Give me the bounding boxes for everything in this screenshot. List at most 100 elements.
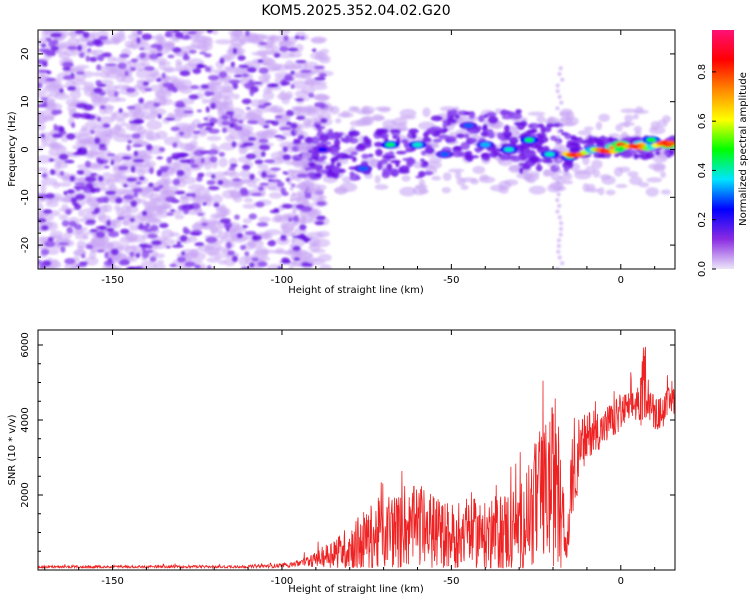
noise-blob — [44, 240, 56, 248]
streak-blob — [555, 89, 560, 94]
noise-blob — [113, 134, 131, 143]
signal-blob — [486, 111, 497, 118]
noise-blob — [58, 153, 69, 161]
snr-y-tick-label: 4000 — [20, 407, 31, 432]
colorbar-label: Normalized spectral amplitude — [738, 72, 749, 226]
noise-blob — [85, 55, 90, 62]
signal-halo — [333, 187, 347, 194]
noise-blob — [175, 104, 186, 108]
noise-blob — [244, 30, 250, 37]
signal-halo — [399, 108, 417, 118]
signal-halo — [431, 175, 442, 181]
noise-blob — [197, 213, 205, 217]
noise-blob — [224, 169, 237, 176]
noise-blob — [229, 163, 238, 168]
signal-halo — [648, 126, 666, 135]
noise-blob — [76, 71, 85, 75]
noise-blob — [206, 30, 214, 34]
noise-blob — [172, 178, 181, 186]
noise-blob — [117, 62, 127, 70]
noise-blob — [257, 261, 268, 267]
noise-blob — [288, 51, 302, 58]
noise-blob — [136, 36, 141, 44]
signal-blob — [513, 121, 523, 126]
noise-blob — [206, 265, 212, 269]
signal-blob — [420, 150, 427, 156]
noise-blob — [86, 41, 96, 47]
signal-blob — [456, 133, 465, 139]
noise-blob — [227, 250, 235, 256]
signal-blob — [540, 126, 547, 134]
noise-blob — [38, 154, 53, 164]
noise-blob — [146, 216, 158, 223]
noise-blob — [179, 70, 191, 77]
signal-halo — [646, 177, 663, 183]
noise-blob — [156, 33, 165, 43]
noise-blob — [262, 90, 275, 101]
noise-blob — [57, 242, 69, 246]
streak-blob — [559, 123, 564, 128]
noise-blob — [133, 150, 139, 157]
noise-blob — [264, 229, 282, 236]
noise-blob — [316, 80, 327, 86]
noise-blob — [257, 163, 269, 170]
noise-blob — [244, 230, 257, 236]
signal-halo — [547, 183, 562, 193]
signal-blob — [304, 136, 314, 144]
noise-blob — [201, 222, 208, 227]
noise-blob — [97, 116, 115, 125]
noise-blob — [60, 246, 66, 253]
noise-blob — [283, 35, 289, 42]
noise-blob — [263, 159, 276, 164]
noise-blob — [140, 260, 158, 269]
signal-blob — [544, 127, 551, 132]
noise-blob — [257, 59, 264, 63]
noise-blob — [150, 43, 162, 49]
noise-blob — [90, 129, 95, 135]
signal-blob — [574, 143, 581, 150]
streak-blob — [559, 226, 564, 231]
noise-blob — [234, 214, 240, 220]
noise-blob — [295, 31, 306, 36]
noise-blob — [314, 221, 325, 226]
noise-blob — [58, 214, 69, 221]
noise-blob — [62, 66, 71, 71]
noise-blob — [148, 53, 159, 60]
noise-blob — [47, 236, 54, 242]
signal-halo — [313, 116, 321, 125]
noise-blob — [103, 38, 120, 45]
noise-blob — [176, 169, 185, 177]
noise-blob — [74, 30, 85, 35]
signal-blob — [480, 131, 490, 137]
noise-blob — [95, 231, 106, 238]
noise-blob — [185, 143, 194, 152]
signal-halo — [412, 186, 428, 196]
noise-blob — [130, 200, 138, 208]
noise-blob — [217, 179, 224, 186]
noise-blob — [204, 160, 212, 170]
noise-blob — [295, 98, 304, 102]
noise-blob — [40, 177, 58, 186]
signal-blob — [510, 155, 522, 162]
noise-blob — [171, 244, 184, 248]
signal-halo — [305, 104, 316, 114]
noise-blob — [153, 263, 166, 269]
signal-blob — [406, 157, 416, 165]
noise-blob — [161, 72, 166, 79]
noise-blob — [95, 79, 102, 86]
noise-blob — [126, 144, 131, 151]
noise-blob — [54, 161, 62, 171]
noise-blob — [40, 248, 50, 256]
noise-blob — [231, 141, 237, 148]
noise-blob — [88, 163, 102, 168]
noise-blob — [229, 112, 234, 120]
streak-blob — [557, 255, 562, 260]
noise-blob — [210, 225, 219, 235]
signal-blob — [375, 128, 383, 137]
noise-blob — [170, 209, 176, 213]
signal-blob — [318, 134, 329, 142]
signal-blob — [336, 161, 342, 168]
noise-blob — [118, 260, 130, 266]
noise-blob — [132, 143, 143, 148]
noise-blob — [239, 133, 252, 143]
